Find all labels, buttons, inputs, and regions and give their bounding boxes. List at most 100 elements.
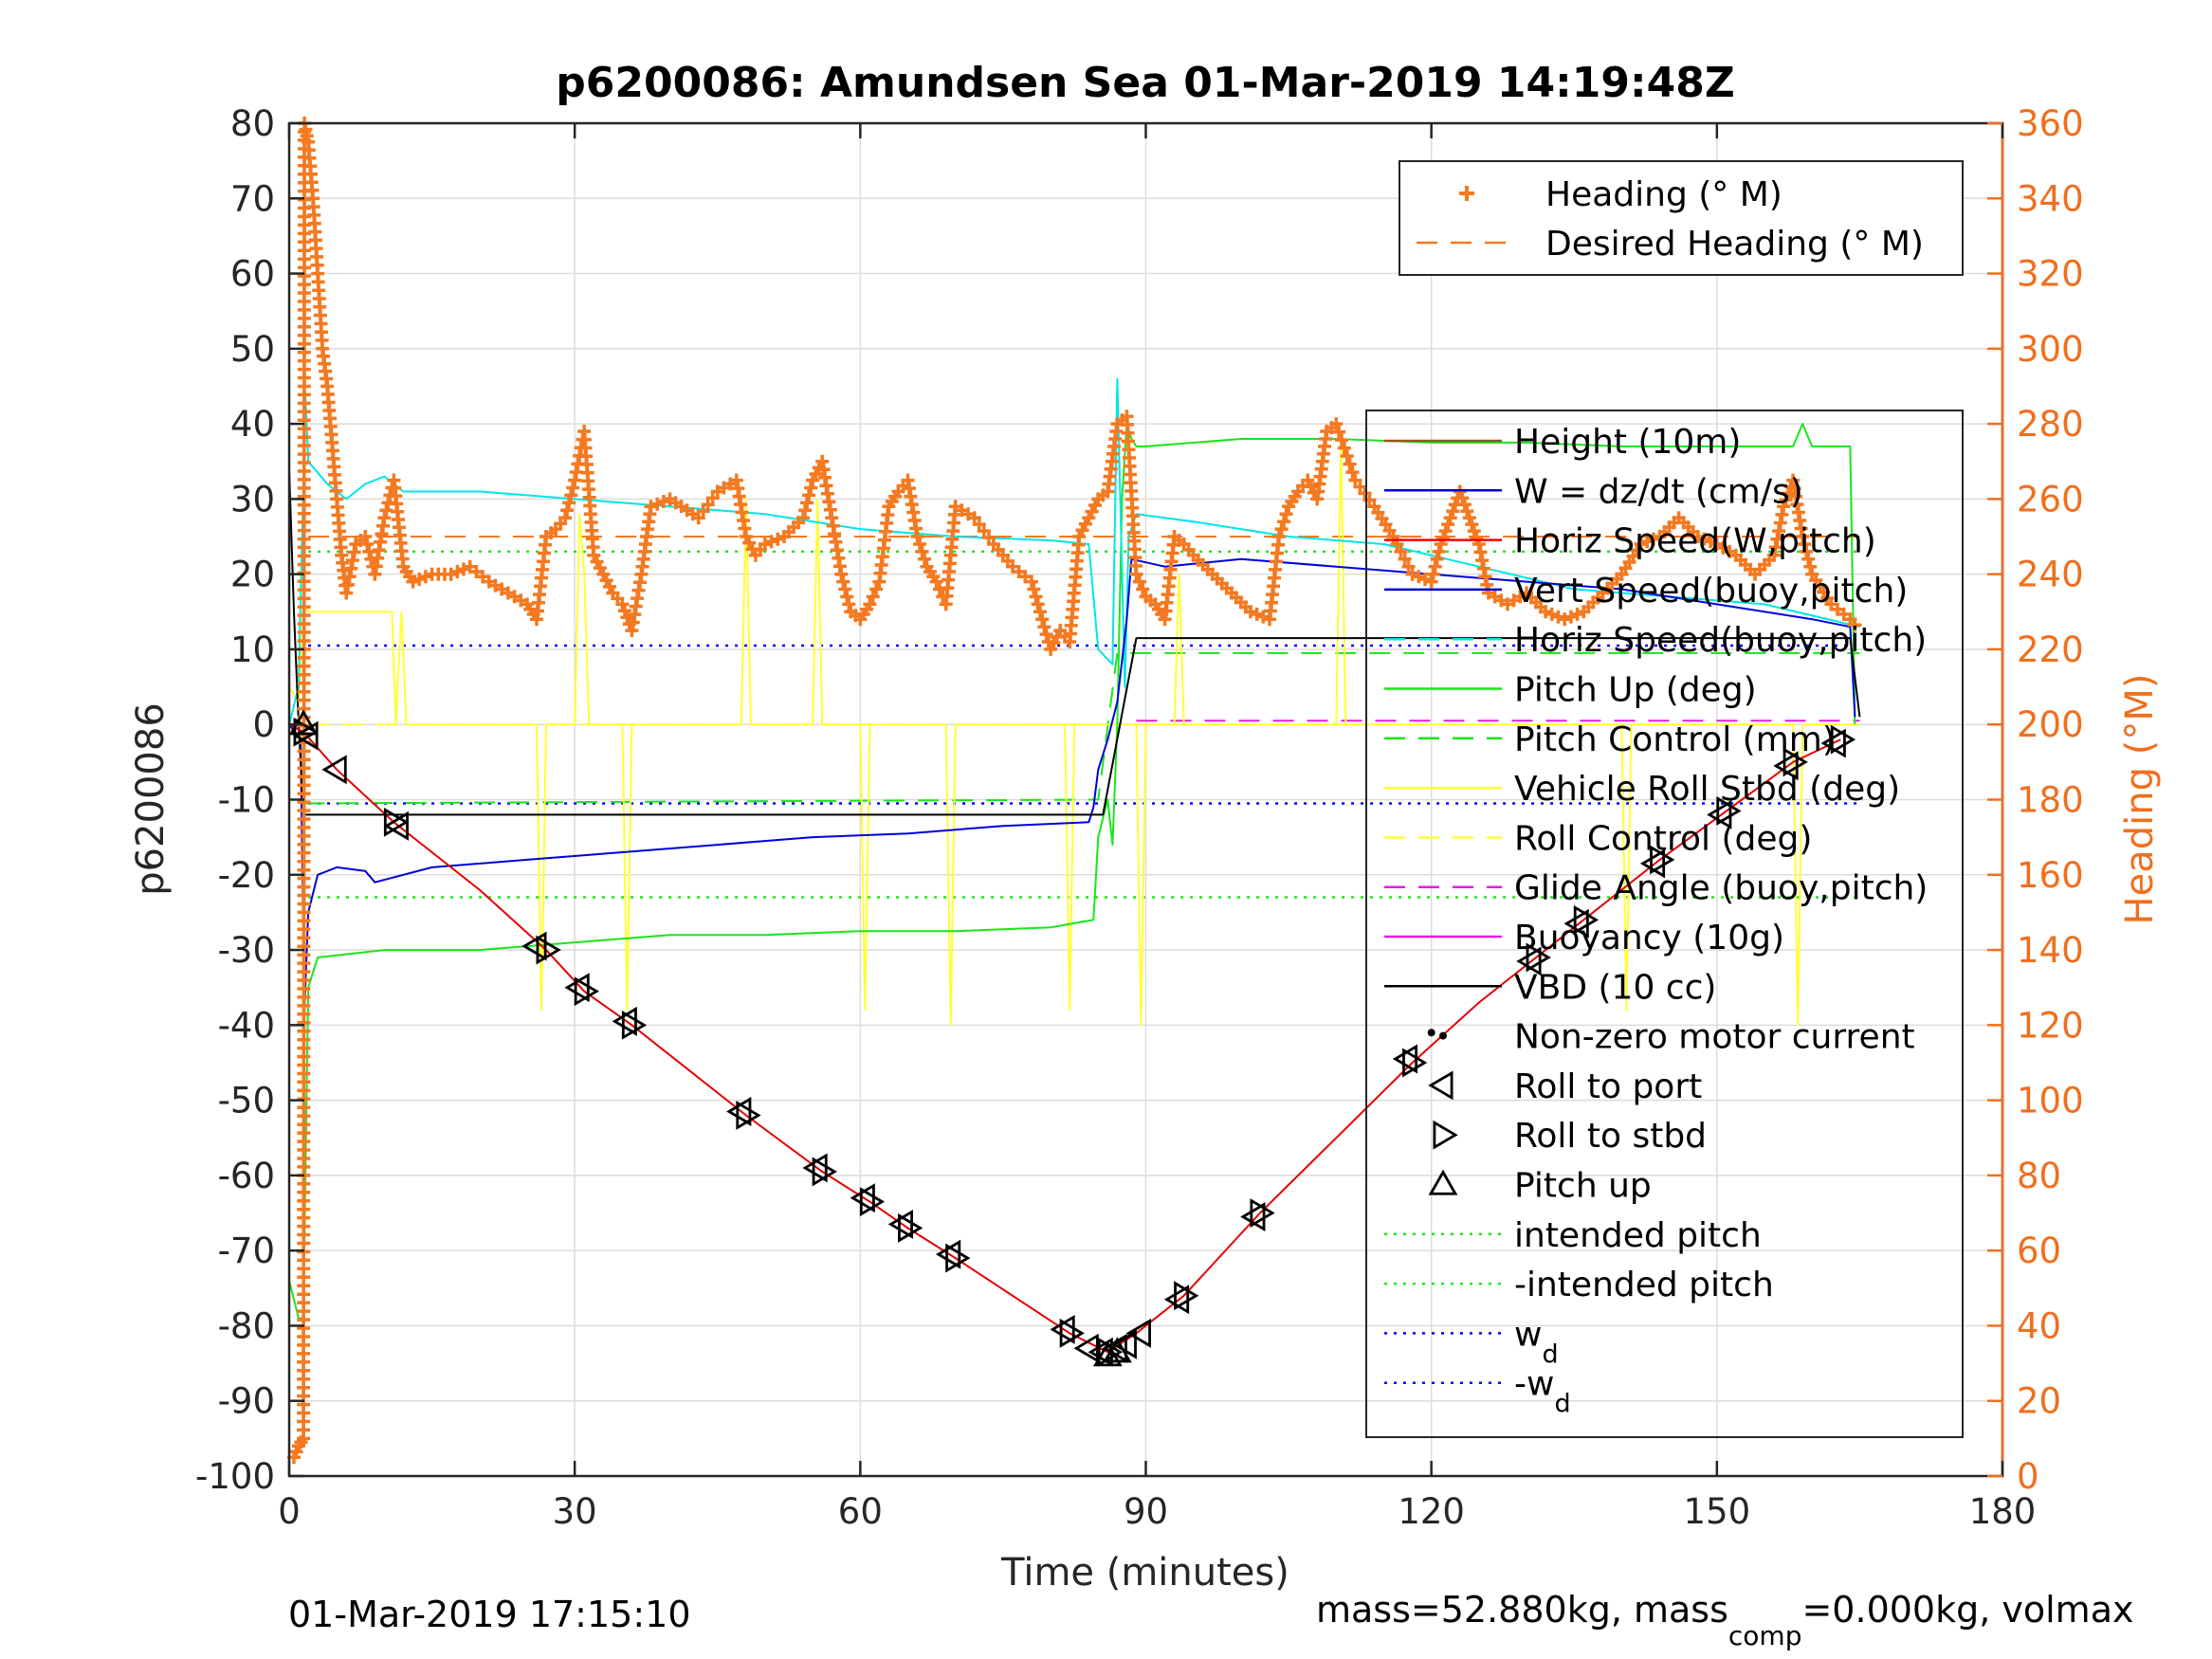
legend-main-label-sub-19: d: [1554, 1390, 1570, 1419]
heading-point: [1424, 574, 1438, 589]
marker-roll-stbd-2: [536, 935, 561, 965]
heading-point: [1457, 498, 1472, 512]
legend-top: Heading (° M) Desired Heading (° M): [1398, 160, 1964, 276]
heading-point: [1646, 532, 1660, 546]
legend-main-label-0: Height (10m): [1514, 423, 1741, 462]
heading-point: [566, 481, 580, 495]
y-right-tick-label-0: 360: [2017, 103, 2084, 144]
heading-point: [1129, 567, 1143, 581]
heading-point: [1033, 605, 1047, 619]
y-right-tick-label-18: 0: [2017, 1456, 2039, 1497]
heading-point: [1250, 607, 1264, 621]
marker-motor-current-0: [1427, 1029, 1435, 1037]
heading-point: [1418, 573, 1432, 586]
legend-top-label-0: Heading (° M): [1545, 175, 1782, 214]
y-tick-label-15: -70: [218, 1231, 275, 1271]
heading-point: [758, 538, 772, 551]
heading-point: [836, 574, 850, 589]
heading-point: [1803, 559, 1818, 574]
y-right-tick-label-10: 160: [2017, 855, 2084, 896]
footer-timestamp: 01-Mar-2019 17:15:10: [288, 1594, 691, 1635]
heading-point: [457, 562, 470, 576]
x-tick-label-5: 150: [1684, 1491, 1751, 1532]
y-right-tick-label-6: 240: [2017, 555, 2084, 595]
heading-point: [1272, 530, 1286, 543]
marker-pitch-up-2: [1102, 1337, 1132, 1363]
heading-point: [1025, 574, 1038, 589]
legend-main-label-16: intended pitch: [1514, 1216, 1762, 1255]
heading-point: [1029, 590, 1043, 604]
x-tick-label-0: 0: [278, 1491, 301, 1532]
heading-point: [1335, 433, 1348, 447]
marker-roll-port-20: [1516, 946, 1542, 976]
heading-point: [617, 604, 631, 618]
heading-point: [450, 565, 465, 578]
legend-main-box: [1365, 410, 1964, 1438]
y-right-tick-label-13: 100: [2017, 1081, 2084, 1121]
ticks-layer: 0 30 60 90 120 150 18080706050403020100-10-20-…: [195, 103, 2084, 1532]
heading-point: [1329, 417, 1344, 431]
marker-roll-port-0: [293, 720, 319, 751]
y-tick-label-2: 60: [230, 254, 275, 295]
marker-roll-port-11: [1050, 1314, 1075, 1344]
y-right-tick-label-17: 20: [2017, 1381, 2061, 1422]
y-tick-label-17: -90: [218, 1381, 275, 1422]
marker-roll-port-5: [612, 1006, 637, 1036]
heading-point: [1430, 552, 1444, 566]
heading-point: [1343, 457, 1357, 471]
legend-top-label-1: Desired Heading (° M): [1545, 225, 1924, 264]
legend-top-box: [1398, 160, 1964, 276]
legend-main-label-17: -intended pitch: [1514, 1266, 1774, 1304]
heading-point: [863, 597, 877, 611]
heading-point: [360, 538, 375, 551]
heading-point: [1039, 628, 1053, 642]
heading-point: [1443, 511, 1457, 525]
legend-main-label-10: Buoyancy (10g): [1514, 919, 1784, 957]
heading-point: [1438, 524, 1453, 538]
y-axis-title-right: Heading (°M): [2118, 674, 2162, 925]
legend-main-label-6: Pitch Control (mm): [1514, 720, 1836, 759]
x-tick-label-6: 180: [1969, 1491, 2037, 1532]
heading-point: [869, 582, 884, 596]
y-tick-label-18: -100: [195, 1456, 275, 1497]
legend-main-symbol-15: [1428, 1169, 1458, 1195]
legend-main-label-9: Glide Angle (buoy,pitch): [1514, 869, 1928, 908]
heading-point: [1426, 567, 1440, 581]
heading-point: [1539, 605, 1553, 619]
heading-point: [1462, 511, 1476, 525]
footer-mass: mass=52.880kg, masscomp=0.000kg, volmax: [1316, 1589, 2133, 1651]
heading-point: [1243, 605, 1257, 619]
heading-point: [1460, 504, 1474, 519]
heading-point: [1441, 518, 1455, 532]
heading-point: [838, 582, 852, 596]
marker-roll-port-10: [935, 1239, 961, 1269]
y-right-tick-label-15: 60: [2017, 1231, 2061, 1271]
y-right-tick-label-1: 340: [2017, 178, 2084, 219]
legend-main-label-5: Pitch Up (deg): [1514, 671, 1757, 710]
heading-point: [1545, 607, 1559, 621]
marker-roll-port-1: [321, 755, 347, 785]
marker-roll-port-8: [850, 1183, 875, 1213]
heading-point: [804, 481, 818, 495]
y-tick-label-5: 30: [230, 479, 275, 520]
heading-point: [564, 488, 578, 502]
y-right-tick-label-4: 280: [2017, 404, 2084, 445]
heading-point: [918, 552, 932, 566]
heading-point: [910, 530, 924, 543]
legend-main-label-1: W = dz/dt (cm/s): [1514, 472, 1803, 511]
legend-main-label-12: Non-zero motor current: [1514, 1018, 1915, 1057]
heading-point: [796, 511, 811, 525]
heading-point: [1398, 552, 1412, 566]
series-pitch-control-mm-: [303, 651, 1860, 805]
heading-point: [1340, 449, 1354, 464]
heading-point: [1634, 538, 1648, 551]
heading-point: [840, 590, 854, 604]
x-axis-title: Time (minutes): [1000, 1551, 1289, 1595]
y-right-tick-label-5: 260: [2017, 479, 2084, 520]
heading-point: [1465, 518, 1479, 532]
y-right-tick-label-2: 320: [2017, 254, 2084, 295]
heading-point: [1691, 530, 1705, 543]
y-tick-label-16: -80: [218, 1305, 275, 1346]
y-axis-title: p6200086: [129, 702, 173, 896]
